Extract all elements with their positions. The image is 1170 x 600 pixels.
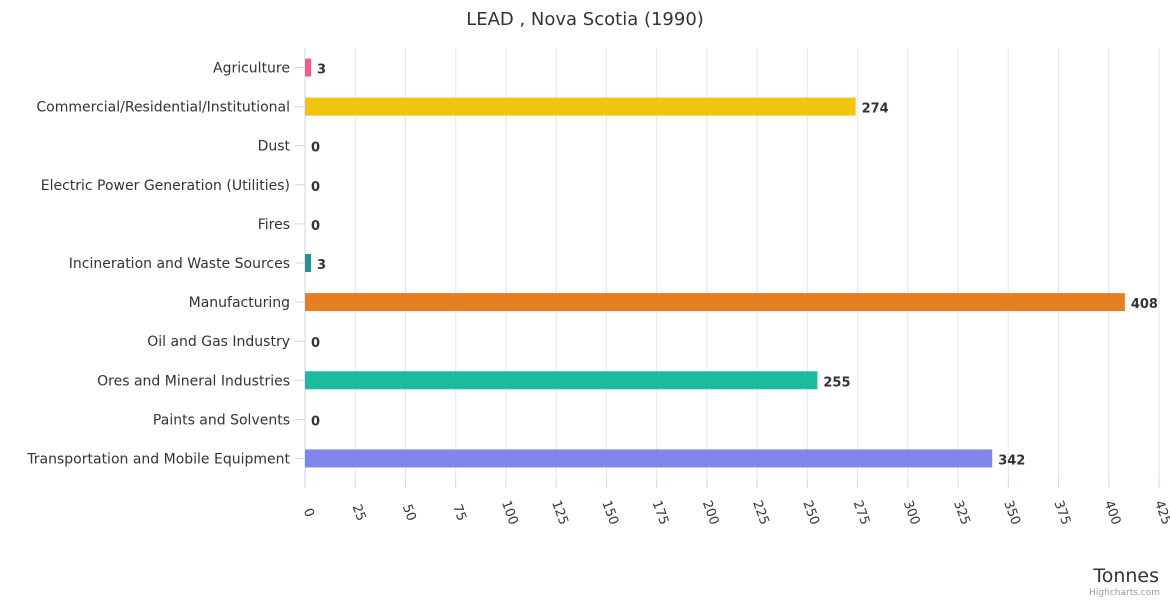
- x-tick-label: 250: [799, 499, 822, 527]
- x-tick-label: 200: [699, 499, 722, 527]
- x-tick-label: 300: [900, 499, 923, 527]
- data-label: 0: [311, 219, 320, 234]
- category-label: Paints and Solvents: [153, 412, 290, 428]
- credits-link[interactable]: Highcharts.com: [1089, 588, 1160, 598]
- x-axis-title: Tonnes: [1092, 565, 1159, 587]
- category-label: Oil and Gas Industry: [147, 334, 290, 350]
- data-label: 408: [1131, 297, 1158, 312]
- data-label: 274: [862, 102, 889, 117]
- data-label: 342: [998, 453, 1025, 468]
- x-tick-label: 125: [548, 499, 571, 527]
- x-tick-label: 25: [349, 502, 369, 523]
- value-axis: 0 25 50 75 100 125 150 175 200 225 250 275 300 325 350…: [300, 478, 1170, 527]
- bar[interactable]: [305, 97, 856, 116]
- bar[interactable]: [305, 58, 312, 77]
- x-tick-label: 75: [449, 502, 469, 523]
- x-tick-label: 50: [399, 502, 419, 523]
- bar[interactable]: [305, 254, 312, 272]
- x-tick-label: 0: [300, 506, 317, 519]
- gridlines: [354, 48, 1160, 478]
- category-label: Commercial/Residential/Institutional: [36, 100, 290, 116]
- data-label: 0: [311, 180, 320, 195]
- category-label: Ores and Mineral Industries: [97, 373, 290, 389]
- category-axis: Agriculture Commercial/Residential/Instit…: [26, 48, 306, 478]
- bars: 3 274 0 0 0 3 408 0 255 0 342: [305, 58, 1158, 468]
- category-label: Electric Power Generation (Utilities): [41, 178, 290, 194]
- x-tick-label: 375: [1051, 499, 1074, 527]
- x-tick-label: 150: [598, 499, 621, 527]
- x-tick-label: 325: [950, 499, 973, 527]
- data-label: 0: [311, 141, 320, 156]
- data-label: 3: [317, 63, 326, 78]
- x-tick-label: 225: [749, 499, 772, 527]
- chart-title: LEAD , Nova Scotia (1990): [466, 9, 704, 30]
- data-label: 3: [317, 258, 326, 273]
- data-label: 255: [823, 375, 850, 390]
- category-label: Fires: [258, 217, 290, 233]
- x-tick-label: 350: [1000, 499, 1023, 527]
- bar[interactable]: [305, 371, 818, 390]
- x-tick-label: 100: [498, 499, 521, 527]
- bar[interactable]: [305, 293, 1125, 312]
- data-label: 0: [311, 414, 320, 429]
- category-label: Incineration and Waste Sources: [69, 256, 290, 272]
- bar[interactable]: [305, 449, 993, 468]
- data-label: 0: [311, 336, 320, 351]
- category-label: Agriculture: [213, 61, 290, 77]
- x-tick-label: 175: [649, 499, 672, 527]
- category-label: Manufacturing: [189, 295, 290, 311]
- category-label: Dust: [258, 139, 291, 155]
- x-tick-label: 425: [1151, 499, 1170, 527]
- x-tick-label: 400: [1101, 499, 1124, 527]
- x-tick-label: 275: [850, 499, 873, 527]
- category-label: Transportation and Mobile Equipment: [26, 451, 290, 467]
